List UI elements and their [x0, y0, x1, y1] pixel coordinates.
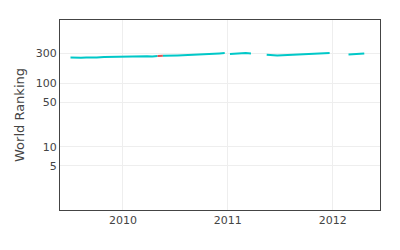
svg-text:World Ranking: World Ranking	[12, 68, 27, 162]
svg-text:5: 5	[50, 160, 57, 173]
svg-text:300: 300	[36, 47, 57, 60]
svg-text:2011: 2011	[214, 214, 242, 227]
svg-text:100: 100	[36, 77, 57, 90]
svg-text:2010: 2010	[109, 214, 137, 227]
svg-text:2012: 2012	[319, 214, 347, 227]
svg-text:50: 50	[43, 96, 57, 109]
svg-text:10: 10	[43, 141, 57, 154]
